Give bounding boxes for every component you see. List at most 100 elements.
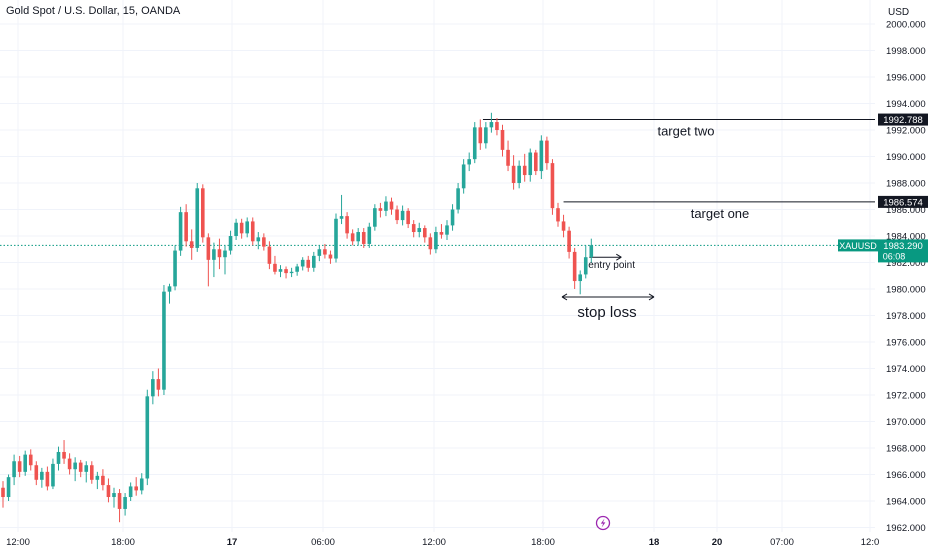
- target-two-price-label-bg: [878, 113, 928, 126]
- candle-body: [128, 486, 133, 498]
- candle: [289, 267, 294, 278]
- candle-body: [511, 165, 516, 183]
- candle: [389, 197, 394, 215]
- candle-body: [550, 163, 555, 209]
- candle-body: [145, 396, 150, 479]
- candle: [234, 218, 238, 240]
- candle: [511, 155, 516, 190]
- candle: [173, 245, 177, 291]
- price-tick-label: 1998.000: [886, 46, 926, 57]
- candle: [484, 122, 488, 149]
- price-tick-label: 1982.000: [886, 258, 926, 269]
- candle-body: [317, 249, 322, 256]
- lightning-icon[interactable]: [595, 515, 611, 531]
- candle: [545, 136, 549, 170]
- candle: [256, 232, 261, 250]
- symbol-badge: [838, 239, 878, 252]
- candle-body: [273, 263, 277, 272]
- candle: [189, 229, 194, 260]
- candle: [306, 255, 311, 272]
- candle: [217, 238, 222, 270]
- candle-body: [84, 465, 89, 472]
- price-tick-label: 1968.000: [886, 444, 926, 455]
- time-tick-label: 20: [712, 537, 723, 548]
- candle-body: [400, 210, 405, 221]
- candle-body: [417, 228, 422, 233]
- candle-body: [106, 485, 111, 498]
- candle-body: [178, 212, 183, 251]
- candle: [361, 228, 366, 248]
- candle: [411, 220, 416, 238]
- candle: [572, 247, 577, 289]
- time-tick-label: 12:0: [861, 537, 880, 548]
- candle: [90, 461, 94, 484]
- candle: [350, 229, 355, 246]
- candle-body: [234, 222, 238, 236]
- candle-body: [12, 461, 16, 478]
- candle-body: [1, 487, 5, 498]
- candle: [106, 478, 111, 503]
- candle: [112, 487, 116, 508]
- candle: [1, 481, 5, 508]
- candle-body: [300, 259, 305, 267]
- symbol-badge-text: XAUUSD: [839, 241, 877, 251]
- candle-body: [334, 218, 338, 259]
- time-tick-label: 18:00: [531, 537, 555, 548]
- candle: [328, 250, 333, 264]
- candle-body: [223, 250, 227, 258]
- candle: [522, 153, 527, 182]
- currency-label[interactable]: USD: [888, 7, 910, 18]
- candle-body: [123, 497, 127, 509]
- price-tick-label: 1966.000: [886, 470, 926, 481]
- candle: [45, 466, 50, 491]
- candle: [201, 184, 205, 243]
- candle: [51, 458, 55, 490]
- candle-body: [456, 188, 460, 210]
- candle: [262, 233, 266, 251]
- candle-body: [189, 241, 194, 248]
- candle-body: [250, 221, 255, 242]
- price-tick-label: 1976.000: [886, 338, 926, 349]
- candle-body: [117, 493, 122, 509]
- candle-body: [539, 140, 544, 172]
- candle: [478, 119, 483, 150]
- candle: [300, 257, 305, 271]
- stop-loss-arrow: [561, 293, 655, 301]
- candle-body: [151, 379, 155, 397]
- time-tick-label: 12:00: [6, 537, 30, 548]
- candle: [423, 225, 427, 243]
- candle-body: [206, 237, 211, 260]
- candle-body: [534, 152, 538, 172]
- time-tick-label: 06:00: [311, 537, 335, 548]
- time-axis[interactable]: 12:00 18:00 17 06:00 12:00 18:00 18 20 07:00 12:0: [6, 515, 880, 549]
- price-axis[interactable]: 1962.000 1964.000 1966.000 1968.000 1970.000…: [886, 20, 926, 535]
- price-tick-label: 1996.000: [886, 73, 926, 84]
- candle: [556, 202, 560, 227]
- lightning-bolt: [600, 518, 606, 528]
- symbol-title: Gold Spot / U.S. Dollar, 15, OANDA: [6, 5, 181, 17]
- candles: [1, 112, 594, 523]
- candle-body: [445, 225, 449, 235]
- candle: [40, 467, 44, 488]
- annotations: target two target one entry point stop loss: [482, 119, 875, 321]
- candle-body: [95, 475, 100, 480]
- candle-body: [90, 465, 94, 480]
- candle-body: [572, 251, 577, 282]
- candle: [123, 493, 127, 516]
- candle-body: [289, 271, 294, 274]
- candle-body: [578, 274, 582, 282]
- candle-body: [378, 208, 383, 211]
- price-tick-label: 1970.000: [886, 417, 926, 428]
- candle-body: [239, 222, 244, 234]
- candle: [467, 152, 471, 172]
- candle-body: [500, 130, 505, 150]
- entry-arrow-head: [616, 253, 622, 261]
- stop-loss-label: stop loss: [577, 304, 636, 321]
- candle: [345, 212, 349, 239]
- candle-body: [350, 233, 355, 242]
- candle-body: [167, 286, 172, 292]
- candle: [145, 389, 150, 486]
- candle-body: [495, 122, 499, 130]
